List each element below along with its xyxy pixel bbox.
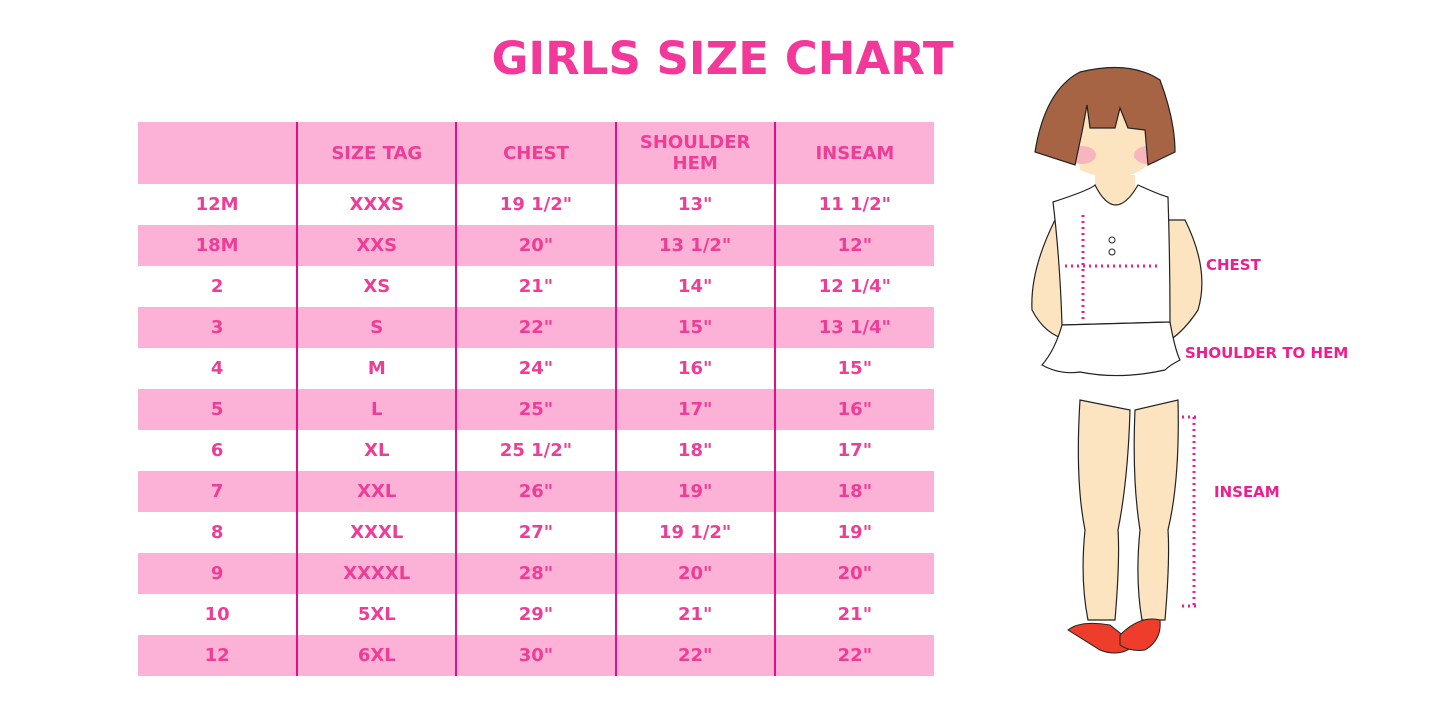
table-cell: 13 1/2" (614, 225, 775, 266)
column-header: INSEAM (773, 122, 934, 184)
table-cell: 20" (773, 553, 934, 594)
table-cell: 18" (614, 430, 775, 471)
table-cell: 4 (210, 358, 224, 379)
table-cell: 25 1/2" (455, 430, 616, 471)
table-cell: 17" (614, 389, 775, 430)
table-cell: 14" (614, 266, 775, 307)
table-row: 3 S 22" 15" 13 1/4" (138, 307, 934, 348)
table-cell: 28" (455, 553, 616, 594)
table-row: 8 XXXL 27" 19 1/2" 19" (138, 512, 934, 553)
table-cell: 19" (614, 471, 775, 512)
table-row: 6 XL 25 1/2" 18" 17" (138, 430, 934, 471)
table-cell: 19 1/2" (455, 184, 616, 225)
table-cell: 11 1/2" (773, 184, 934, 225)
table-cell: 18M (138, 225, 298, 266)
shoulder-to-hem-label: SHOULDER TO HEM (1185, 344, 1349, 362)
table-cell: 18" (773, 471, 934, 512)
table-cell: 15" (773, 348, 934, 389)
table-cell: XXXL (296, 512, 457, 553)
table-cell: 13" (614, 184, 775, 225)
table-cell: S (296, 307, 457, 348)
table-cell: XL (296, 430, 457, 471)
table-cell: 9 (138, 553, 298, 594)
table-cell: XXXXL (296, 553, 457, 594)
table-cell: 7 (138, 471, 298, 512)
table-row: 10 5XL 29" 21" 21" (138, 594, 934, 635)
table-cell: M (296, 348, 457, 389)
table-cell: 22" (455, 307, 616, 348)
table-cell: 27" (455, 512, 616, 553)
column-header (138, 122, 298, 184)
table-row: 7 XXL 26" 19" 18" (138, 471, 934, 512)
table-cell: 3 (138, 307, 298, 348)
table-cell: 10 (204, 604, 230, 625)
table-cell: 16" (773, 389, 934, 430)
table-cell: 12M (195, 194, 239, 215)
page-title: GIRLS SIZE CHART (491, 32, 954, 85)
table-cell: 6XL (296, 635, 457, 676)
table-cell: 5 (138, 389, 298, 430)
table-cell: 24" (455, 348, 616, 389)
table-cell: 12 (138, 635, 298, 676)
table-cell: 21" (614, 594, 775, 635)
table-row: 2 XS 21" 14" 12 1/4" (138, 266, 934, 307)
table-cell: XXL (296, 471, 457, 512)
table-cell: 20" (455, 225, 616, 266)
table-row: 4 M 24" 16" 15" (138, 348, 934, 389)
table-cell: 5XL (296, 594, 457, 635)
chest-label: CHEST (1206, 256, 1261, 274)
table-cell: 8 (210, 522, 224, 543)
table-cell: 26" (455, 471, 616, 512)
table-cell: XXXS (296, 184, 457, 225)
table-cell: 15" (614, 307, 775, 348)
girl-measurement-illustration (1031, 66, 1203, 654)
table-cell: 12 1/4" (773, 266, 934, 307)
table-cell: 17" (773, 430, 934, 471)
column-header: SIZE TAG (296, 122, 457, 184)
table-cell: 21" (773, 594, 934, 635)
table-cell: 29" (455, 594, 616, 635)
table-row: 5 L 25" 17" 16" (138, 389, 934, 430)
table-cell: 16" (614, 348, 775, 389)
table-cell: 19 1/2" (614, 512, 775, 553)
table-cell: 2 (210, 276, 224, 297)
table-cell: 21" (455, 266, 616, 307)
table-row: 18M XXS 20" 13 1/2" 12" (138, 225, 934, 266)
table-row: 12 6XL 30" 22" 22" (138, 635, 934, 676)
table-cell: 12" (773, 225, 934, 266)
table-row: 9 XXXXL 28" 20" 20" (138, 553, 934, 594)
table-row: 12M XXXS 19 1/2" 13" 11 1/2" (138, 184, 934, 225)
table-cell: 20" (614, 553, 775, 594)
table-cell: 30" (455, 635, 616, 676)
table-cell: 25" (455, 389, 616, 430)
table-cell: 19" (773, 512, 934, 553)
table-cell: L (296, 389, 457, 430)
table-cell: 6 (210, 440, 224, 461)
size-chart-table: SIZE TAG CHEST SHOULDER HEM INSEAM 12M XXXS 1… (138, 122, 934, 676)
table-cell: 22" (773, 635, 934, 676)
table-cell: XS (296, 266, 457, 307)
table-header-row: SIZE TAG CHEST SHOULDER HEM INSEAM (138, 122, 934, 184)
table-cell: 13 1/4" (773, 307, 934, 348)
inseam-label: INSEAM (1214, 483, 1280, 501)
table-cell: XXS (296, 225, 457, 266)
table-cell: 22" (614, 635, 775, 676)
column-header: CHEST (455, 122, 616, 184)
column-header: SHOULDER HEM (614, 122, 775, 184)
